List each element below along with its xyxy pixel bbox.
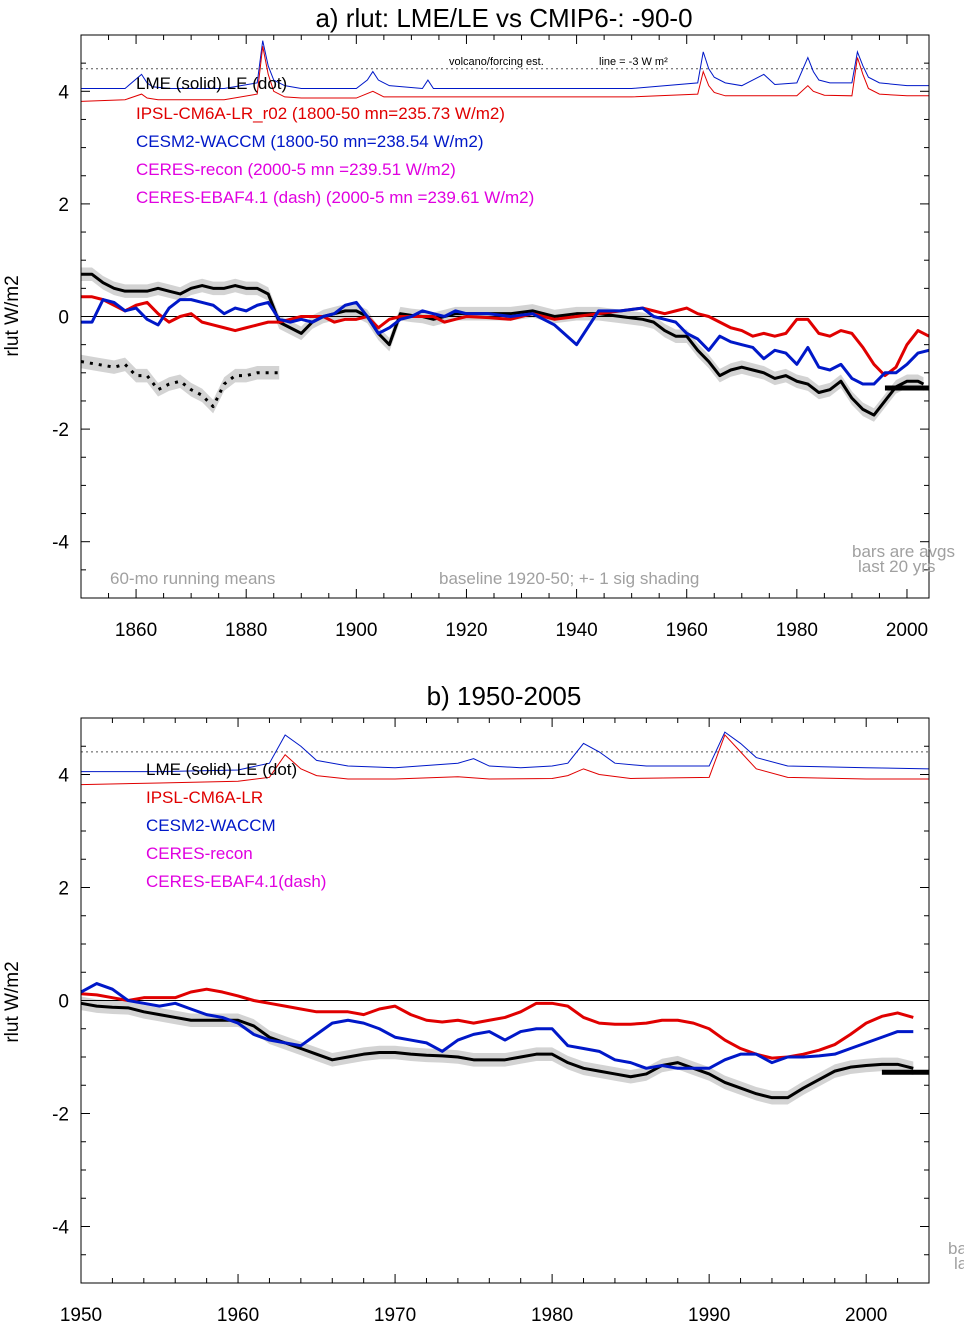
b-ytick-label: 0 [58, 992, 69, 1013]
b-ytick-label: 4 [58, 766, 69, 787]
forcing-label: volcano/forcing est. [449, 56, 544, 68]
panel-a-axes: 4 2 0 -2 -4 1860 1880 1900 1920 1940 1960 1980 2000 [52, 34, 930, 641]
a-legend-entry: CERES-recon (2000-5 mn =239.51 W/m2) [136, 160, 456, 179]
panel-a-title: a) rlut: LME/LE vs CMIP6-: -90-0 [315, 3, 692, 33]
a-ytick-label: 4 [58, 82, 69, 103]
a-ytick-label: -4 [52, 533, 69, 554]
a-ytick-label: 2 [58, 195, 69, 216]
a-forcing-ipsl-cm6a-lr-forcing [80, 46, 929, 102]
a-series-cesm2-waccm [81, 298, 930, 386]
b-series-ipsl-cm6a-lr [80, 987, 914, 1060]
a-xtick-label: 1920 [445, 620, 487, 641]
b-forcing-ipsl-cm6a-lr-forcing [80, 734, 929, 786]
a-series-le [80, 360, 280, 409]
a-xtick-label: 2000 [886, 620, 928, 641]
a-legend-entry: IPSL-CM6A-LR_r02 (1800-50 mn=235.73 W/m2… [136, 104, 505, 123]
b-series-cesm2-waccm [80, 982, 914, 1070]
b-ytick-label: -4 [52, 1218, 69, 1239]
panel-b-axes: 4 2 0 -2 -4 1950 1960 1970 1980 1990 2000 [52, 717, 930, 1325]
b-legend-entry: CESM2-WACCM [146, 816, 276, 835]
a-xtick-label: 1880 [225, 620, 267, 641]
b-xtick-label: 1990 [688, 1305, 730, 1325]
panel-b-title: b) 1950-2005 [427, 681, 582, 711]
b-xtick-label: 1970 [374, 1305, 416, 1325]
panel-b-series [80, 731, 930, 1100]
note-b-bars-2: la [954, 1254, 964, 1273]
b-shade-lme [81, 996, 914, 1105]
a-shade-le [81, 354, 280, 414]
panel-b: b) 1950-2005 rlut W/m2 4 2 0 -2 -4 1950 1960 19… [2, 681, 964, 1325]
panel-a-series [80, 40, 930, 417]
a-forcing-cesm2-waccm-forcing [81, 40, 929, 90]
b-xtick-label: 1960 [217, 1305, 259, 1325]
a-xtick-label: 1860 [115, 620, 157, 641]
panel-b-shading [81, 996, 914, 1105]
panel-a: a) rlut: LME/LE vs CMIP6-: -90-0 rlut W/… [2, 3, 955, 641]
note-baseline: baseline 1920-50; +- 1 sig shading [439, 569, 699, 588]
a-legend-entry: LME (solid) LE (dot) [136, 74, 287, 93]
note-b-bars-1: ba [948, 1239, 964, 1258]
note-bars-2: last 20 yrs [858, 557, 935, 576]
panel-a-shading [81, 267, 924, 422]
a-ytick-label: -2 [52, 420, 69, 441]
panel-a-ylabel: rlut W/m2 [2, 275, 23, 356]
reference-line-label: line = -3 W m² [599, 56, 668, 68]
b-ytick-label: -2 [52, 1105, 69, 1126]
a-xtick-label: 1960 [666, 620, 708, 641]
a-xtick-label: 1940 [555, 620, 597, 641]
b-xtick-label: 2000 [845, 1305, 887, 1325]
b-series-lme [80, 1001, 914, 1100]
note-bars-1: bars are avgs [852, 542, 955, 561]
panel-b-lines [81, 751, 929, 1001]
b-forcing-cesm2-waccm-forcing [81, 731, 930, 773]
b-legend-entry: CERES-EBAF4.1(dash) [146, 872, 326, 891]
a-ytick-label: 0 [58, 308, 69, 329]
panel-b-ylabel: rlut W/m2 [2, 961, 23, 1042]
note-running-means: 60-mo running means [110, 569, 275, 588]
panel-b-legend: LME (solid) LE (dot) IPSL-CM6A-LR CESM2-WA… [146, 760, 326, 891]
a-xtick-label: 1900 [335, 620, 377, 641]
a-series-ipsl-cm6a-lr-r02 [81, 295, 930, 378]
b-legend-entry: LME (solid) LE (dot) [146, 760, 297, 779]
b-xtick-label: 1950 [60, 1305, 102, 1325]
b-legend-entry: IPSL-CM6A-LR [146, 788, 263, 807]
a-xtick-label: 1980 [776, 620, 818, 641]
a-legend-entry: CERES-EBAF4.1 (dash) (2000-5 mn =239.61 … [136, 188, 534, 207]
b-legend-entry: CERES-recon [146, 844, 253, 863]
b-ytick-label: 2 [58, 879, 69, 900]
panel-a-legend: LME (solid) LE (dot) IPSL-CM6A-LR_r02 (18… [136, 74, 534, 207]
a-legend-entry: CESM2-WACCM (1800-50 mn=238.54 W/m2) [136, 132, 484, 151]
b-xtick-label: 1980 [531, 1305, 573, 1325]
